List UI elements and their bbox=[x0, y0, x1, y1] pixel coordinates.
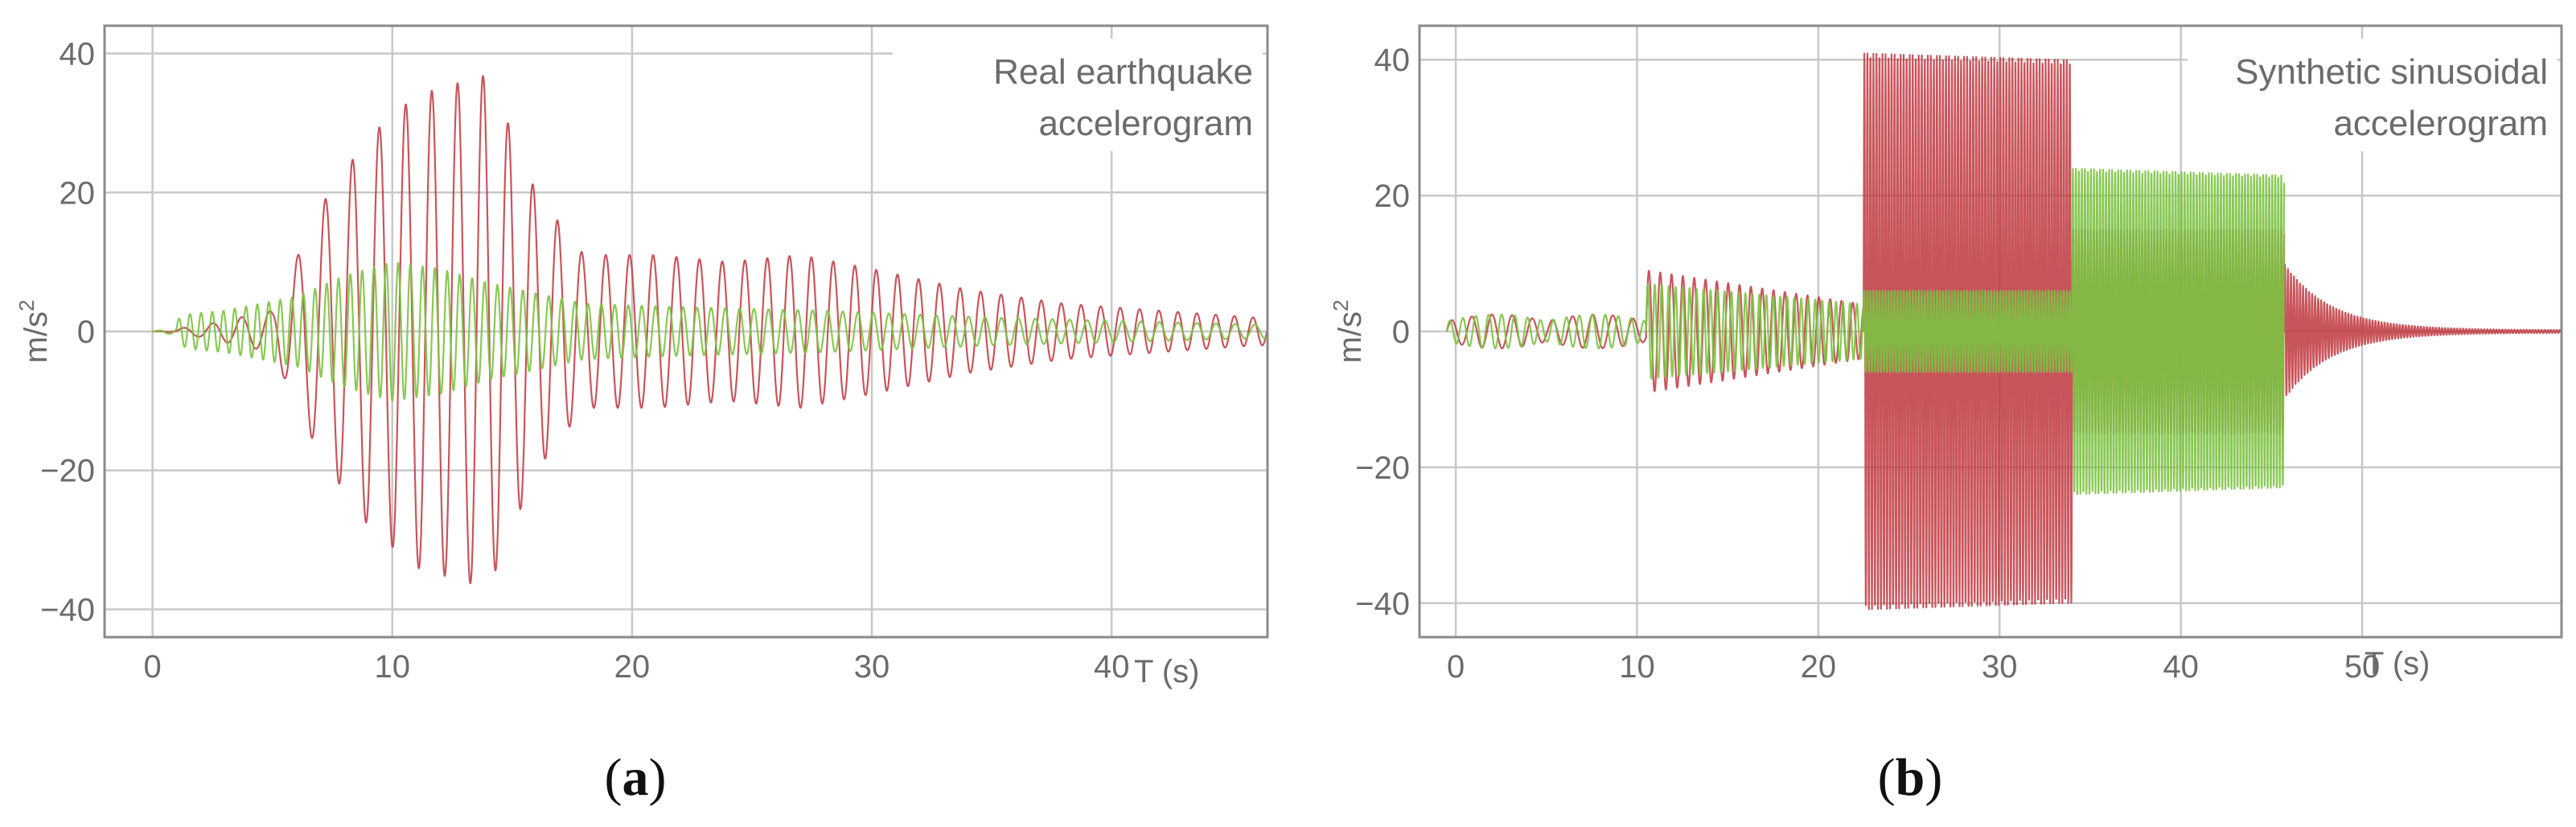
panel-a-title-line-2: accelerogram bbox=[1038, 104, 1253, 143]
b-x-tick-label: 10 bbox=[1619, 649, 1655, 685]
b-x-tick-label: 0 bbox=[1447, 649, 1465, 685]
b-x-tick-label: 20 bbox=[1801, 649, 1837, 685]
panel-b-caption: (b) bbox=[1878, 748, 1943, 807]
panel-b-y-axis-label: m/s2 bbox=[1329, 300, 1368, 364]
b-y-tick-label: 40 bbox=[1374, 43, 1411, 78]
panel-a-x-tick-labels: 0 10 20 30 40 bbox=[144, 649, 1130, 685]
panel-b-title-backdrop bbox=[2188, 39, 2558, 151]
panel-b-y-label-text: m/s bbox=[1333, 311, 1368, 363]
a-y-tick-label: −40 bbox=[40, 592, 95, 627]
panel-b-frame bbox=[1418, 24, 2563, 639]
a-y-tick-label: −20 bbox=[40, 454, 95, 489]
a-series-line-green bbox=[151, 261, 1268, 402]
b-x-tick-label: 50 bbox=[2344, 649, 2381, 685]
a-y-tick-label: 40 bbox=[60, 37, 96, 72]
panel-a-x-axis-label: T (s) bbox=[1134, 654, 1199, 689]
panel-a-y-label-sup: 2 bbox=[14, 300, 39, 311]
panel-a-series-group bbox=[151, 75, 1269, 585]
panel-a-y-label-text: m/s bbox=[18, 311, 54, 363]
panel-b-title-line-1: Synthetic sinusoidal bbox=[2235, 52, 2548, 92]
panel-a-caption: (a) bbox=[605, 748, 667, 807]
panel-a-frame bbox=[103, 24, 1269, 639]
panel-b-y-tick-labels: 40 20 0 −20 −40 bbox=[1355, 43, 1410, 622]
panel-b-y-label-sup: 2 bbox=[1329, 300, 1353, 311]
panel-a-caption-letter: a bbox=[622, 748, 649, 807]
panel-b-series-group bbox=[1445, 52, 2562, 611]
panel-a-y-tick-labels: 40 20 0 −20 −40 bbox=[40, 37, 95, 628]
panel-b-title-line-2: accelerogram bbox=[2333, 104, 2548, 143]
a-x-tick-label: 40 bbox=[1094, 649, 1130, 685]
panel-a-title-backdrop bbox=[893, 39, 1263, 151]
b-series-line-green bbox=[1445, 167, 2286, 496]
panel-a-title-line-1: Real earthquake bbox=[993, 52, 1253, 92]
a-x-tick-label: 30 bbox=[854, 649, 890, 685]
b-x-tick-label: 40 bbox=[2163, 649, 2199, 685]
b-y-tick-label: 20 bbox=[1374, 179, 1411, 214]
a-x-tick-label: 0 bbox=[144, 649, 162, 685]
a-x-tick-label: 20 bbox=[614, 649, 651, 685]
a-x-tick-label: 10 bbox=[375, 649, 411, 685]
panel-b-x-axis-label: T (s) bbox=[2364, 646, 2430, 681]
b-y-tick-label: −40 bbox=[1355, 586, 1410, 622]
a-series-line-red bbox=[151, 75, 1269, 585]
panel-b-synthetic-sinusoidal: 40 20 0 −20 −40 0 10 20 30 40 50 m/s2 T (s) Synth… bbox=[1329, 24, 2563, 807]
a-y-tick-label: 0 bbox=[77, 315, 95, 350]
a-y-tick-label: 20 bbox=[60, 175, 96, 211]
b-x-tick-label: 30 bbox=[1982, 649, 2018, 685]
b-y-tick-label: 0 bbox=[1392, 315, 1410, 350]
panel-b-caption-letter: b bbox=[1896, 748, 1925, 807]
b-y-tick-label: −20 bbox=[1355, 451, 1410, 486]
panel-a-y-axis-label: m/s2 bbox=[14, 300, 54, 364]
panel-b-x-tick-labels: 0 10 20 30 40 50 bbox=[1447, 649, 2380, 685]
panel-a-real-earthquake: 40 20 0 −20 −40 0 10 20 30 40 m/s2 T (s) Real ea… bbox=[14, 24, 1269, 807]
